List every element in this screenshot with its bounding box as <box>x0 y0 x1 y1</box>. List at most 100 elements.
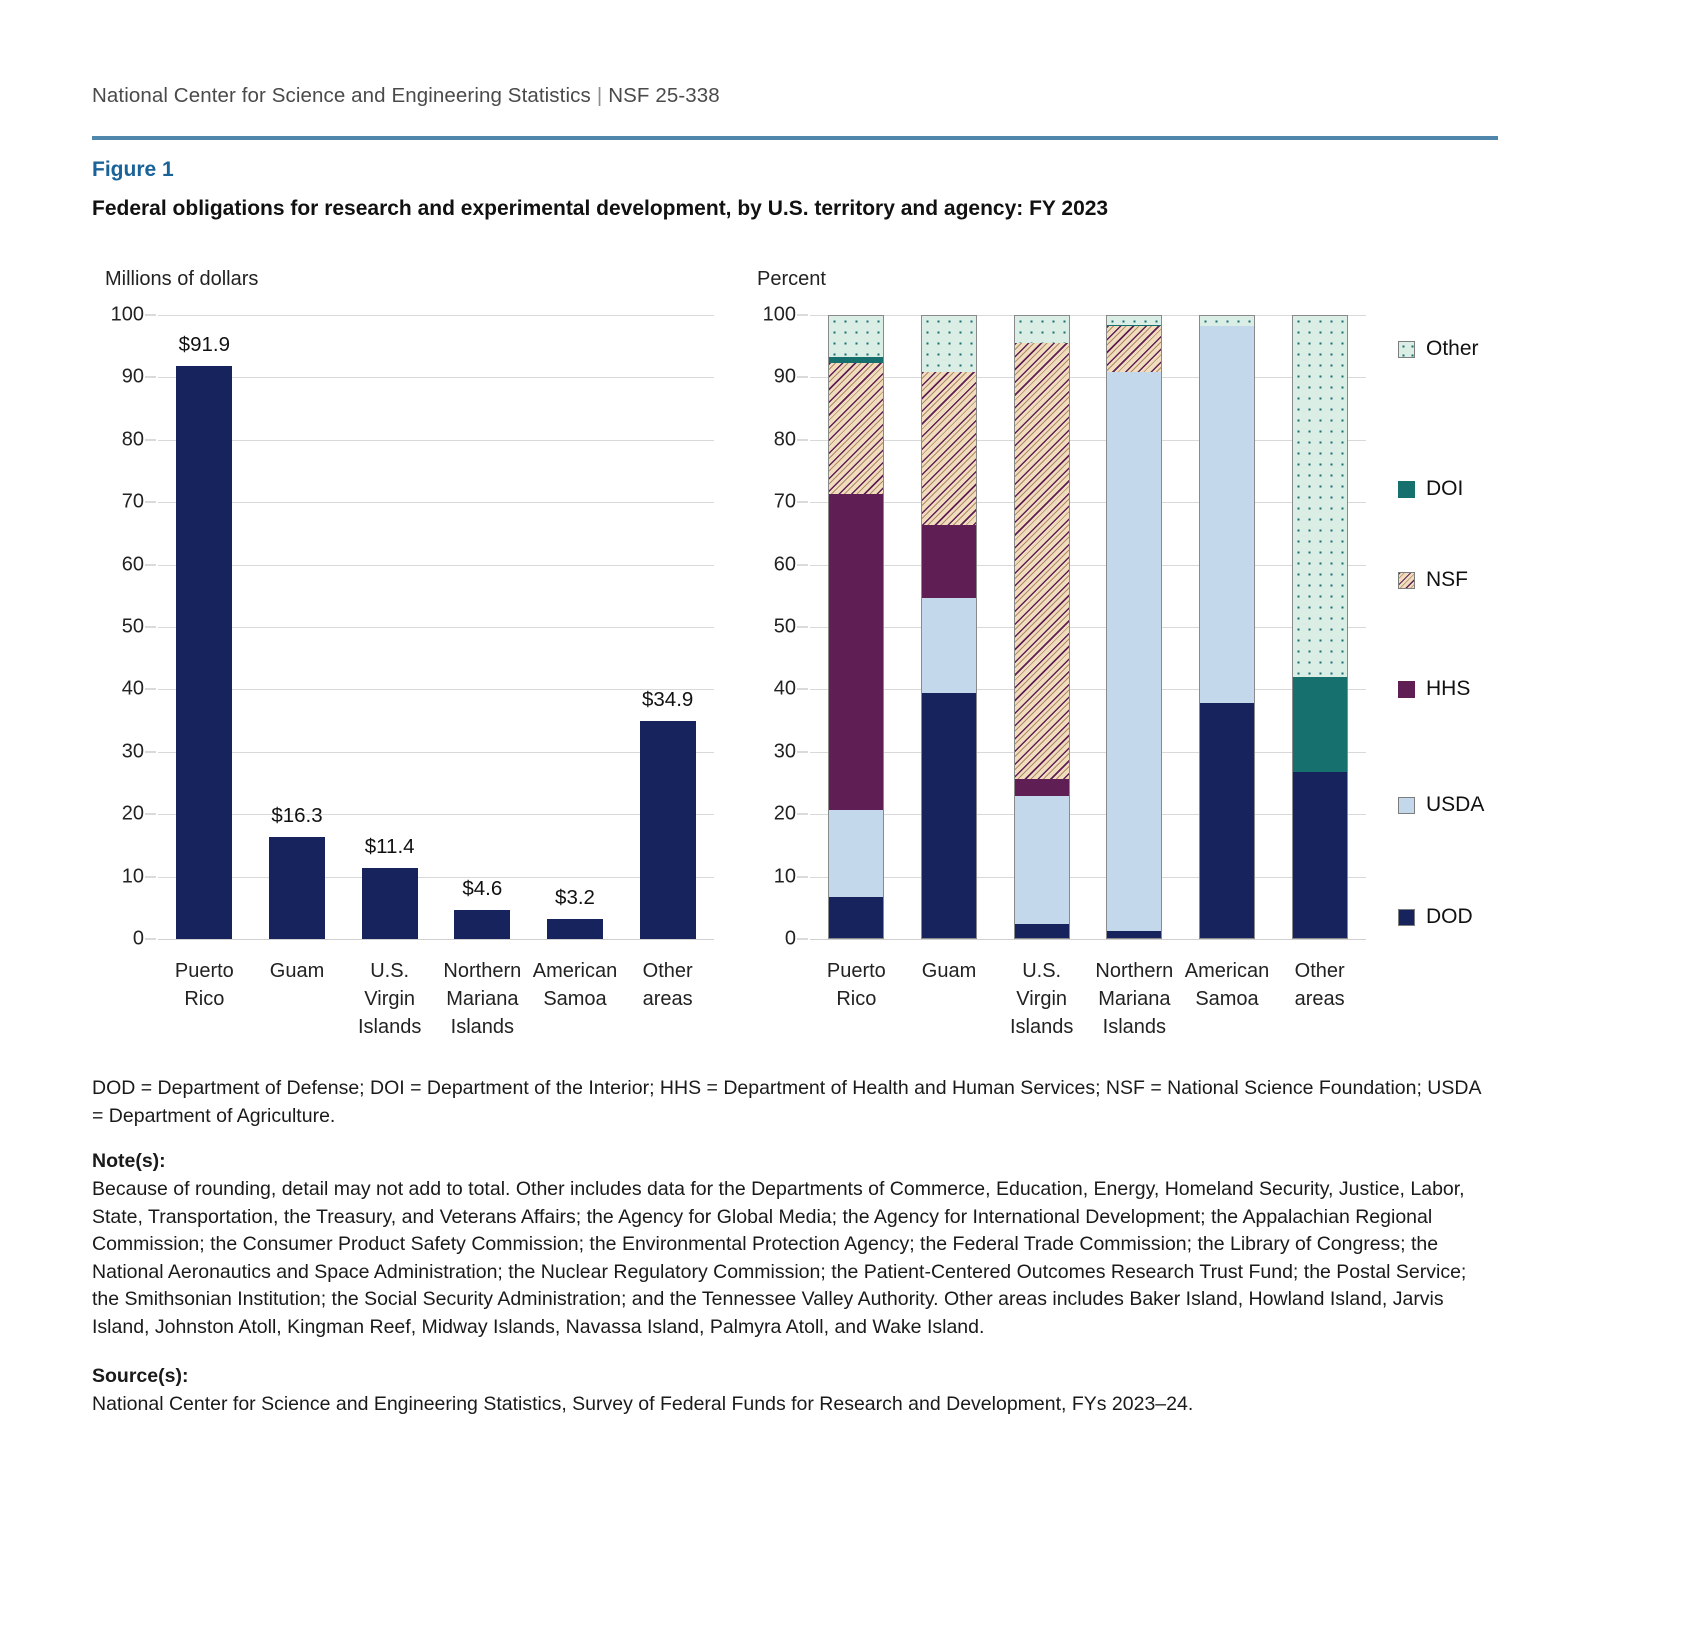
gridline <box>810 502 1366 504</box>
y-tick-mark <box>797 876 808 878</box>
stacked-bar[interactable] <box>1106 315 1163 939</box>
bar-value-label: $91.9 <box>178 332 230 356</box>
y-axis-tick-label: 10 <box>773 865 796 888</box>
legend-item-nsf[interactable]: NSF <box>1398 568 1468 592</box>
stacked-bar[interactable] <box>1013 315 1070 939</box>
stack-segment-other[interactable] <box>1200 315 1254 326</box>
stacked-bar[interactable] <box>1199 315 1255 939</box>
y-tick-mark <box>145 501 156 503</box>
header-separator: | <box>596 84 603 107</box>
y-axis-tick-label: 20 <box>773 802 796 825</box>
stack-segment-other[interactable] <box>1292 315 1347 677</box>
y-axis-tick-label: 40 <box>773 677 796 700</box>
stack-segment-other[interactable] <box>1107 315 1162 326</box>
stack-segment-dod[interactable] <box>1014 924 1069 939</box>
legend-item-other[interactable]: Other <box>1398 337 1479 361</box>
y-axis-tick-label: 90 <box>773 365 796 388</box>
y-axis-tick-label: 70 <box>121 490 144 513</box>
x-axis-category-label: Guam <box>921 960 977 982</box>
bar[interactable] <box>639 721 696 939</box>
figure-number: Figure 1 <box>92 158 174 181</box>
y-tick-mark <box>797 813 808 815</box>
gridline <box>158 377 714 379</box>
stack-segment-hhs[interactable] <box>922 524 976 598</box>
x-axis-category-label: Northern Mariana Islands <box>1095 960 1174 1038</box>
stack-segment-doi[interactable] <box>1292 676 1347 773</box>
gridline <box>158 564 714 566</box>
stack-segment-nsf[interactable] <box>1014 343 1069 780</box>
y-axis-tick-label: 90 <box>121 365 144 388</box>
legend-label: DOD <box>1426 905 1473 928</box>
stack-segment-doi[interactable] <box>1107 325 1162 327</box>
stacked-bar[interactable] <box>1291 315 1348 939</box>
legend-item-usda[interactable]: USDA <box>1398 793 1484 817</box>
stacked-bar[interactable] <box>828 315 885 939</box>
y-tick-mark <box>797 501 808 503</box>
stack-segment-usda[interactable] <box>829 809 884 897</box>
stack-segment-other[interactable] <box>829 315 884 358</box>
organization-name: National Center for Science and Engineer… <box>92 84 591 107</box>
stack-segment-dod[interactable] <box>1200 702 1254 939</box>
stack-segment-usda[interactable] <box>1014 795 1069 925</box>
gridline <box>810 439 1366 441</box>
notes-heading: Note(s): <box>92 1150 166 1172</box>
header-rule <box>92 136 1498 140</box>
bar[interactable] <box>269 837 325 939</box>
legend-label: NSF <box>1426 568 1468 591</box>
y-axis-tick-label: 40 <box>121 677 144 700</box>
y-axis-tick-label: 20 <box>121 802 144 825</box>
y-tick-mark <box>797 626 808 628</box>
y-axis-tick-label: 80 <box>773 428 796 451</box>
gridline <box>158 814 714 816</box>
bar[interactable] <box>454 910 511 939</box>
y-tick-mark <box>145 688 156 690</box>
y-axis-tick-label: 30 <box>773 740 796 763</box>
y-tick-mark <box>145 876 156 878</box>
legend-item-doi[interactable]: DOI <box>1398 477 1463 501</box>
y-tick-mark <box>145 626 156 628</box>
stack-segment-other[interactable] <box>1014 315 1069 344</box>
stack-segment-dod[interactable] <box>922 692 976 939</box>
bar[interactable] <box>176 365 233 939</box>
notes-text: Because of rounding, detail may not add … <box>92 1178 1467 1338</box>
legend-swatch-icon <box>1398 908 1415 926</box>
y-tick-mark <box>145 314 156 316</box>
stack-segment-dod[interactable] <box>829 896 884 939</box>
y-tick-mark <box>145 439 156 441</box>
stack-segment-usda[interactable] <box>1200 325 1254 703</box>
stack-segment-other[interactable] <box>922 315 976 372</box>
stack-segment-usda[interactable] <box>1107 372 1162 931</box>
x-axis-category-label: Other areas <box>642 960 693 1010</box>
legend-swatch-icon <box>1398 480 1415 498</box>
x-axis-category-label: Northern Mariana Islands <box>443 960 522 1038</box>
y-tick-mark <box>145 376 156 378</box>
gridline <box>810 689 1366 691</box>
stack-segment-nsf[interactable] <box>922 371 976 525</box>
stack-segment-doi[interactable] <box>829 357 884 364</box>
x-axis-category-label: American Samoa <box>532 960 618 1010</box>
stack-segment-nsf[interactable] <box>1107 326 1162 373</box>
stack-segment-usda[interactable] <box>922 597 976 693</box>
y-axis-tick-label: 0 <box>132 927 144 950</box>
stack-segment-dod[interactable] <box>1107 930 1162 939</box>
stack-segment-dod[interactable] <box>1292 772 1347 939</box>
y-tick-mark <box>145 564 156 566</box>
y-axis-tick-label: 70 <box>773 490 796 513</box>
legend-swatch-icon <box>1398 340 1415 358</box>
x-axis-category-label: Puerto Rico <box>174 960 234 1010</box>
legend-item-dod[interactable]: DOD <box>1398 905 1473 929</box>
x-axis-category-label: Other areas <box>1294 960 1345 1010</box>
stack-segment-nsf[interactable] <box>829 363 884 495</box>
stack-segment-hhs[interactable] <box>1014 779 1069 796</box>
stack-segment-hhs[interactable] <box>829 494 884 810</box>
stacked-bar[interactable] <box>921 315 977 939</box>
publication-header: National Center for Science and Engineer… <box>92 84 1498 108</box>
legend-label: Other <box>1426 337 1479 360</box>
bar[interactable] <box>361 867 418 939</box>
legend-item-hhs[interactable]: HHS <box>1398 677 1470 701</box>
y-tick-mark <box>145 813 156 815</box>
bar-chart-dollars: 0 10 20 30 40 50 60 70 80 90 100 $91.9 $16.3 $11.4 $4.… <box>111 304 714 950</box>
bar[interactable] <box>547 919 603 939</box>
y-axis-tick-label: 10 <box>121 865 144 888</box>
gridline <box>810 564 1366 566</box>
